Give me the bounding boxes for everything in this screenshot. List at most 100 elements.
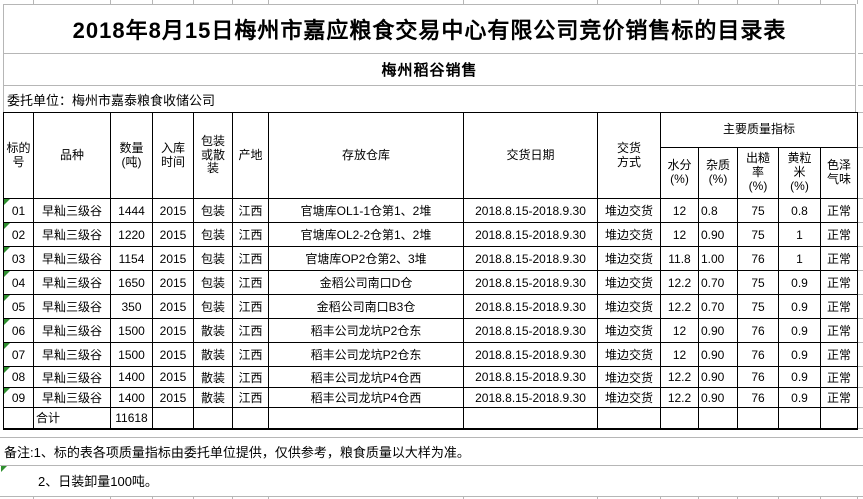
table-row-01: 01 早籼三级谷 1444 2015 包装 江西 官塘库OL1-1仓第1、2堆 2018.8.… <box>3 198 859 223</box>
cell-yellow_grain_pct: 0.9 <box>778 387 821 408</box>
cell-yellow_grain_pct: 0.9 <box>778 342 821 367</box>
gridline-stub <box>858 246 863 247</box>
cell-brown_rice_rate_pct: 76 <box>737 342 779 367</box>
cell-yellow_grain_pct: 0.9 <box>778 270 821 295</box>
gridline-stub <box>660 496 661 499</box>
cell-storage_year: 2015 <box>152 387 194 408</box>
note-line-1: 备注:1、标的表各项质量指标由委托单位提供，仅供参考，粮食质量以大样为准。 <box>4 444 470 460</box>
cell-delivery_date: 2018.8.15-2018.9.30 <box>463 270 598 295</box>
cell-delivery_date: 2018.8.15-2018.9.30 <box>463 342 598 367</box>
cell-delivery_date: 2018.8.15-2018.9.30 <box>463 366 598 388</box>
col-header-yellow-grain: 黄粒 米 (%) <box>778 147 821 199</box>
cell-warehouse: 稻丰公司龙坑P4仓西 <box>268 387 464 408</box>
cell-packing: 散装 <box>193 387 233 408</box>
cell-delivery_method: 堆边交货 <box>597 387 661 408</box>
cell-quantity_tons: 1650 <box>110 270 153 295</box>
cell-packing: 散装 <box>193 342 233 367</box>
cell-color_odor: 正常 <box>819 342 859 367</box>
cell-impurity_pct: 0.90 <box>698 366 738 388</box>
cell-moisture_pct: 12.2 <box>660 366 699 388</box>
cell-delivery_method: 堆边交货 <box>597 198 661 223</box>
cell-variety: 合计 <box>33 407 111 429</box>
cell-impurity_pct: 0.90 <box>698 342 738 367</box>
col-header-delivery-date: 交货日期 <box>463 112 598 199</box>
cell-color_odor: 正常 <box>819 294 859 319</box>
cell-yellow_grain_pct: 0.9 <box>778 318 821 343</box>
gridline-stub <box>110 496 111 499</box>
cell-packing <box>193 407 233 429</box>
cell-delivery_date <box>463 407 598 429</box>
cell-delivery_method: 堆边交货 <box>597 222 661 247</box>
table-row-08: 08 早籼三级谷 1400 2015 散装 江西 稻丰公司龙坑P4仓西 2018.8.15-2… <box>3 366 859 388</box>
cell-delivery_date: 2018.8.15-2018.9.30 <box>463 387 598 408</box>
cell-lot_no: 03 <box>3 246 34 271</box>
cell-moisture_pct <box>660 407 699 429</box>
gridline-stub <box>858 366 863 367</box>
cell-packing: 包装 <box>193 222 233 247</box>
cell-brown_rice_rate_pct: 75 <box>737 198 779 223</box>
cell-packing: 包装 <box>193 246 233 271</box>
gridline-stub <box>698 0 699 4</box>
cell-packing: 散装 <box>193 318 233 343</box>
gridline-stub <box>698 496 699 499</box>
cell-quantity_tons: 1154 <box>110 246 153 271</box>
table-row-total: 合计 11618 <box>3 407 859 429</box>
cell-lot_no <box>3 407 34 429</box>
cell-variety: 早籼三级谷 <box>33 366 111 388</box>
cell-origin: 江西 <box>232 387 269 408</box>
cell-origin: 江西 <box>232 294 269 319</box>
cell-moisture_pct: 12.2 <box>660 294 699 319</box>
cell-delivery_method: 堆边交货 <box>597 294 661 319</box>
gridline-stub <box>858 222 863 223</box>
cell-yellow_grain_pct: 1 <box>778 222 821 247</box>
cell-yellow_grain_pct: 0.8 <box>778 198 821 223</box>
gridline-stub <box>268 0 269 4</box>
gridline-stub <box>33 0 34 4</box>
gridline <box>0 496 863 497</box>
table-row-09: 09 早籼三级谷 1400 2015 散装 江西 稻丰公司龙坑P4仓西 2018.8.15-2… <box>3 387 859 408</box>
cell-error-flag-icon <box>1 466 7 472</box>
cell-lot_no: 09 <box>3 387 34 408</box>
col-header-storage-year: 入库 时间 <box>152 112 194 199</box>
cell-color_odor: 正常 <box>819 246 859 271</box>
cell-lot_no: 07 <box>3 342 34 367</box>
gridline-stub <box>737 0 738 4</box>
gridline-stub <box>858 53 863 54</box>
cell-origin: 江西 <box>232 366 269 388</box>
cell-delivery_method: 堆边交货 <box>597 270 661 295</box>
gridline-stub <box>858 294 863 295</box>
cell-brown_rice_rate_pct <box>737 407 779 429</box>
gridline-stub <box>858 428 863 429</box>
gridline-stub <box>858 387 863 388</box>
gridline-stub <box>857 496 858 499</box>
gridline-stub <box>737 496 738 499</box>
cell-delivery_date: 2018.8.15-2018.9.30 <box>463 318 598 343</box>
table-row-03: 03 早籼三级谷 1154 2015 包装 江西 官塘库OP2仓第2、3堆 2018.8.15… <box>3 246 859 271</box>
gridline-stub <box>193 496 194 499</box>
gridline-stub <box>858 147 863 148</box>
cell-storage_year: 2015 <box>152 294 194 319</box>
cell-moisture_pct: 12.2 <box>660 387 699 408</box>
cell-quantity_tons: 1220 <box>110 222 153 247</box>
cell-origin: 江西 <box>232 270 269 295</box>
cell-lot_no: 04 <box>3 270 34 295</box>
cell-quantity_tons: 1400 <box>110 366 153 388</box>
cell-storage_year: 2015 <box>152 198 194 223</box>
cell-quantity_tons: 350 <box>110 294 153 319</box>
col-header-quality-group: 主要质量指标 <box>659 112 859 148</box>
cell-impurity_pct: 1.00 <box>698 246 738 271</box>
cell-origin: 江西 <box>232 246 269 271</box>
cell-yellow_grain_pct: 0.9 <box>778 366 821 388</box>
cell-origin: 江西 <box>232 342 269 367</box>
cell-impurity_pct: 0.8 <box>698 198 738 223</box>
cell-warehouse: 官塘库OP2仓第2、3堆 <box>268 246 464 271</box>
cell-impurity_pct <box>698 407 738 429</box>
cell-impurity_pct: 0.70 <box>698 294 738 319</box>
gridline-stub <box>858 270 863 271</box>
cell-variety: 早籼三级谷 <box>33 270 111 295</box>
cell-variety: 早籼三级谷 <box>33 246 111 271</box>
cell-warehouse: 官塘库OL2-2仓第1、2堆 <box>268 222 464 247</box>
gridline-stub <box>778 496 779 499</box>
table-row-05: 05 早籼三级谷 350 2015 包装 江西 金稻公司南口B3仓 2018.8.15-201… <box>3 294 859 319</box>
cell-moisture_pct: 11.8 <box>660 246 699 271</box>
